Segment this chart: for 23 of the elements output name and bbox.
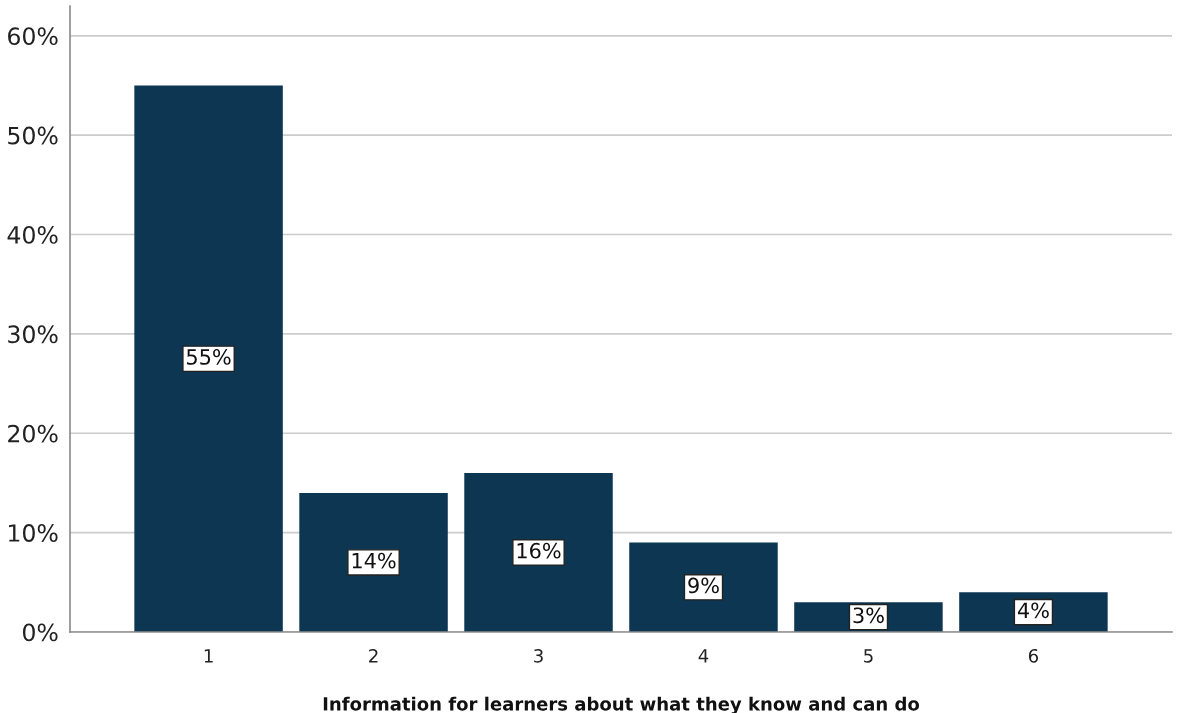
bar — [134, 85, 283, 632]
y-tick-label: 40% — [7, 225, 58, 244]
y-tick-label: 30% — [8, 325, 58, 344]
x-tick-label: 3 — [534, 648, 543, 663]
y-tick-label: 0% — [22, 623, 58, 642]
data-label: 16% — [517, 542, 561, 559]
bar — [464, 473, 613, 632]
x-tick-label: 5 — [864, 649, 873, 663]
y-tick-label: 60% — [8, 27, 58, 46]
data-label: 3% — [853, 607, 884, 624]
x-tick-label: 2 — [369, 648, 378, 663]
data-label: 14% — [352, 552, 396, 569]
data-label: 9% — [688, 577, 719, 594]
y-tick-label: 10% — [9, 524, 58, 542]
y-tick-label: 20% — [8, 424, 58, 443]
x-tick-label: 1 — [204, 649, 213, 663]
y-tick-label: 50% — [8, 126, 58, 145]
bar — [629, 542, 778, 632]
x-tick-label: 4 — [698, 649, 709, 663]
bar — [299, 492, 448, 632]
data-label: 55% — [187, 349, 231, 365]
data-label: 4% — [1017, 602, 1049, 619]
x-tick-label: 6 — [1028, 648, 1039, 663]
